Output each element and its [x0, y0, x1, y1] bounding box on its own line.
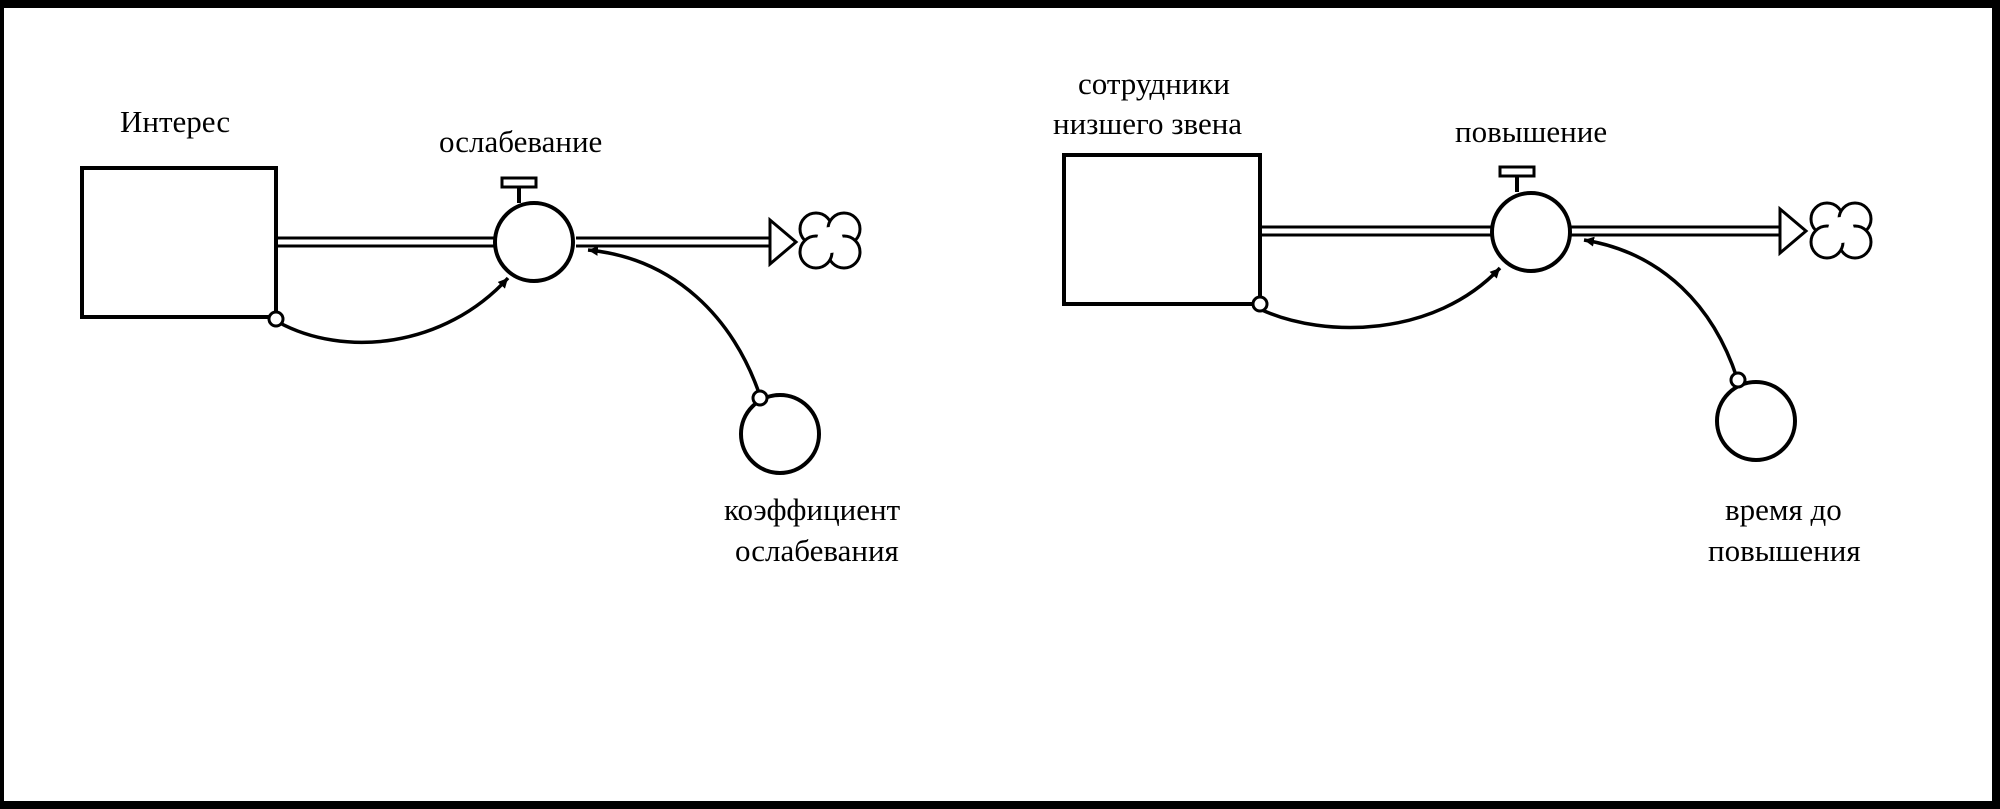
- stock-junior-staff-box[interactable]: [1062, 153, 1262, 306]
- flow-weakening-label: ослабевание: [439, 124, 603, 159]
- flow-arrowhead-right: [1778, 205, 1809, 257]
- aux-weakening-coefficient-label-line2: ослабевания: [735, 533, 899, 568]
- connector-stock-to-valve-left: [277, 276, 510, 345]
- flow-pipe-right-out: [1570, 205, 1809, 257]
- valve-weakening[interactable]: [493, 176, 575, 283]
- stock-interest-box[interactable]: [80, 166, 278, 319]
- aux-weakening-coefficient[interactable]: [739, 393, 821, 475]
- flow-pipe-right-in: [1260, 225, 1494, 237]
- flow-promotion-label: повышение: [1455, 114, 1608, 149]
- aux-time-to-promotion-label-line2: повышения: [1708, 533, 1861, 568]
- stock-interest-label: Интерес: [120, 104, 231, 139]
- flow-pipe-left-out: [576, 216, 799, 268]
- flow-arrowhead-left: [768, 216, 799, 268]
- aux-time-to-promotion-label-line1: время до: [1725, 492, 1842, 527]
- flow-pipe-left-in: [276, 236, 498, 248]
- cloud-sink-icon: [798, 211, 862, 270]
- connector-origin-dot: [1729, 371, 1747, 389]
- valve-promotion[interactable]: [1490, 165, 1572, 273]
- cloud-sink-icon: [1809, 201, 1873, 260]
- connector-aux-to-valve-left: [587, 245, 762, 397]
- stock-junior-staff-label-line2: низшего звена: [1053, 106, 1243, 141]
- connector-origin-dot: [751, 389, 769, 407]
- aux-weakening-coefficient-label-line1: коэффициент: [724, 492, 901, 527]
- connector-aux-to-valve-right: [1583, 236, 1739, 379]
- diagram-canvas: Интерес ослабевание коэффициент ослабева…: [4, 8, 1992, 801]
- connector-origin-dot: [1251, 295, 1269, 313]
- connector-origin-dot: [267, 310, 285, 328]
- connector-stock-to-valve-right: [1261, 266, 1502, 330]
- aux-time-to-promotion[interactable]: [1715, 380, 1797, 462]
- right-model: [1062, 153, 1873, 462]
- left-model: [80, 166, 862, 475]
- stock-junior-staff-label-line1: сотрудники: [1078, 66, 1231, 101]
